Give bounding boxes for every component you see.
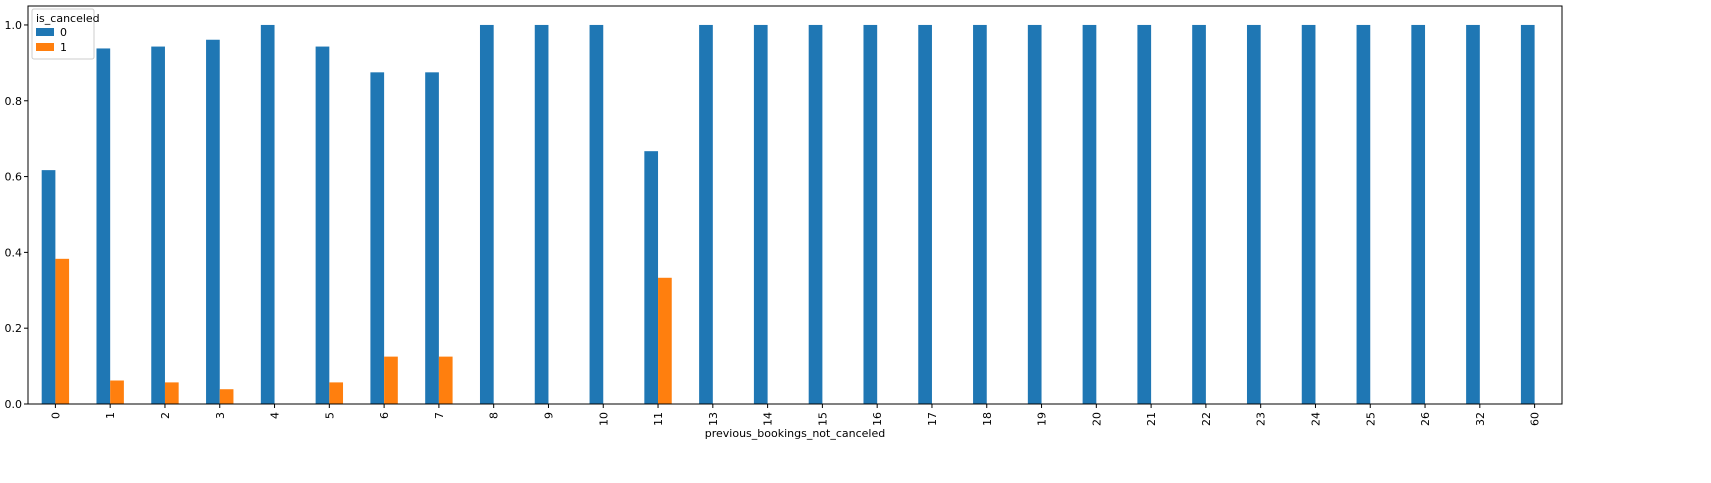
bar-series-0-cat-3 xyxy=(206,39,220,405)
x-tick-label: 11 xyxy=(652,412,665,426)
x-tick-label: 25 xyxy=(1364,412,1377,426)
x-tick-label: 8 xyxy=(488,412,501,419)
bar-series-1-cat-7 xyxy=(438,356,453,404)
bar-series-0-cat-14 xyxy=(753,24,768,404)
bar-series-0-cat-20 xyxy=(1082,24,1097,404)
bar-series-0-cat-1 xyxy=(96,48,111,404)
bar-series-0-cat-32 xyxy=(1466,24,1480,404)
bar-series-0-cat-22 xyxy=(1192,24,1206,404)
bar-series-0-cat-24 xyxy=(1301,24,1316,404)
bar-series-1-cat-11 xyxy=(658,277,672,404)
legend-swatch-1 xyxy=(36,43,54,51)
x-tick-label: 14 xyxy=(762,412,775,426)
legend-title: is_canceled xyxy=(36,12,100,25)
x-axis-label: previous_bookings_not_canceled xyxy=(705,427,885,440)
x-tick-label: 1 xyxy=(104,412,117,419)
bar-series-0-cat-60 xyxy=(1520,24,1535,404)
x-tick-label: 0 xyxy=(49,412,62,419)
plot-area xyxy=(28,6,1562,404)
x-tick-label: 32 xyxy=(1474,412,1487,426)
x-tick-label: 21 xyxy=(1145,412,1158,426)
bar-series-0-cat-16 xyxy=(863,24,878,404)
bar-series-0-cat-10 xyxy=(589,24,604,404)
x-tick-label: 17 xyxy=(926,412,939,426)
x-tick-label: 24 xyxy=(1309,412,1322,426)
bar-series-1-cat-0 xyxy=(55,258,70,404)
legend-label-1: 1 xyxy=(60,41,67,54)
legend: is_canceled 0 1 xyxy=(31,8,100,60)
bar-series-0-cat-5 xyxy=(315,46,330,405)
y-axis: 0.0 0.2 0.4 0.6 0.8 1.0 xyxy=(5,19,28,411)
y-tick-label: 0.0 xyxy=(5,398,23,411)
x-tick-label: 26 xyxy=(1419,412,1432,426)
x-tick-label: 16 xyxy=(871,412,884,426)
x-tick-label: 9 xyxy=(542,412,555,419)
bar-series-0-cat-26 xyxy=(1411,24,1426,404)
bar-series-0-cat-18 xyxy=(973,24,987,404)
x-tick-label: 13 xyxy=(707,412,720,426)
bar-series-0-cat-15 xyxy=(808,24,823,404)
x-tick-label: 3 xyxy=(214,412,227,419)
legend-label-0: 0 xyxy=(60,26,67,39)
plot-frame xyxy=(27,5,1563,405)
x-tick-label: 15 xyxy=(816,412,829,426)
bar-series-0-cat-23 xyxy=(1246,24,1261,404)
y-tick-label: 0.2 xyxy=(5,322,23,335)
y-tick-label: 0.6 xyxy=(5,171,23,184)
x-axis: 0 1 2 3 4 5 6 7 8 9 10 11 13 14 15 16 17 18 19 20 21 22 23 24 25… xyxy=(49,404,1542,426)
y-tick-label: 0.8 xyxy=(5,95,23,108)
bar-series-0-cat-13 xyxy=(699,24,713,404)
bar-series-0-cat-0 xyxy=(41,170,56,404)
x-tick-label: 22 xyxy=(1200,412,1213,426)
x-tick-label: 18 xyxy=(981,412,994,426)
bar-series-0-cat-19 xyxy=(1027,24,1042,404)
x-tick-label: 23 xyxy=(1255,412,1268,426)
bar-series-0-cat-9 xyxy=(534,24,549,404)
bar-series-0-cat-2 xyxy=(151,46,165,405)
bar-series-1-cat-5 xyxy=(329,382,344,404)
bars-group xyxy=(41,24,1535,405)
x-tick-label: 7 xyxy=(433,412,446,419)
bar-series-0-cat-4 xyxy=(260,24,275,404)
x-tick-label: 6 xyxy=(378,412,391,419)
x-tick-label: 4 xyxy=(269,412,282,419)
bar-series-1-cat-2 xyxy=(164,382,179,404)
bar-series-1-cat-3 xyxy=(219,389,234,404)
bar-series-0-cat-25 xyxy=(1356,24,1371,404)
x-tick-label: 19 xyxy=(1036,412,1049,426)
bar-series-0-cat-21 xyxy=(1137,24,1152,404)
x-tick-label: 60 xyxy=(1529,412,1542,426)
x-tick-label: 10 xyxy=(597,412,610,426)
bar-series-0-cat-6 xyxy=(370,72,385,404)
legend-swatch-0 xyxy=(36,28,54,36)
bar-series-0-cat-7 xyxy=(425,72,439,404)
x-tick-label: 2 xyxy=(159,412,172,419)
y-tick-label: 1.0 xyxy=(5,19,23,32)
bar-series-1-cat-6 xyxy=(384,356,398,404)
x-tick-label: 20 xyxy=(1090,412,1103,426)
bar-series-1-cat-1 xyxy=(110,380,124,404)
y-tick-label: 0.4 xyxy=(5,246,23,259)
bar-series-0-cat-17 xyxy=(918,24,932,404)
x-tick-label: 5 xyxy=(323,412,336,419)
bar-series-0-cat-11 xyxy=(644,151,659,404)
bar-series-0-cat-8 xyxy=(479,24,494,404)
